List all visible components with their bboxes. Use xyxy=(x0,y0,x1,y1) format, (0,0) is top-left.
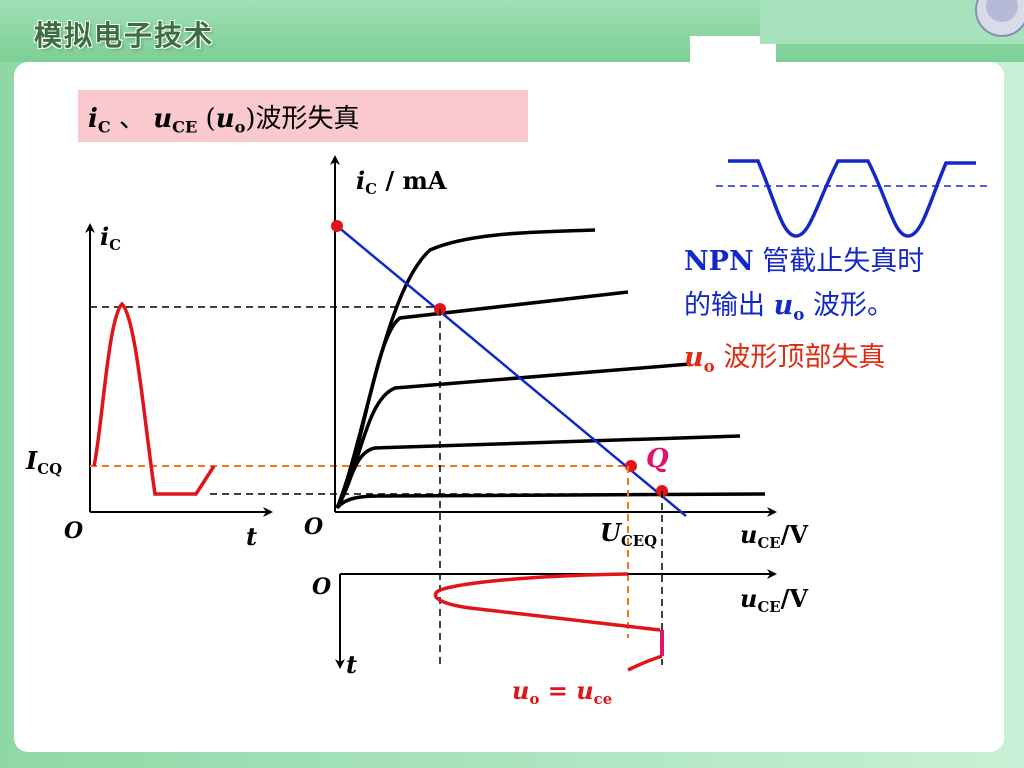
uo-waveform-tail xyxy=(627,654,663,672)
clipped-output-wave xyxy=(716,159,990,238)
load-line xyxy=(336,225,687,517)
q-point xyxy=(625,460,637,472)
load-line-top-point xyxy=(331,220,343,232)
main-x-axis-label: uCE/V xyxy=(740,520,809,553)
characteristic-curve-1 xyxy=(335,492,766,510)
q-point-label: Q xyxy=(646,444,669,474)
wave-clipped xyxy=(728,159,976,238)
main-output-characteristics xyxy=(330,155,777,665)
uo-waveform xyxy=(433,572,661,632)
bottom-t-axis-label: t xyxy=(346,650,358,679)
description-line-2: 的输出 uo 波形。 xyxy=(684,290,894,324)
characteristic-curve-3 xyxy=(335,362,691,509)
main-y-axis-label: iC / mA xyxy=(356,166,447,199)
left-x-axis-label: t xyxy=(246,522,258,551)
slide-title-box: iC 、 uCE (uo)波形失真 xyxy=(78,90,528,142)
left-y-axis-label: iC xyxy=(100,222,121,255)
course-title: 模拟电子技术 xyxy=(34,19,215,52)
bottom-origin-label: O xyxy=(312,574,332,600)
ic-waveform xyxy=(92,301,216,496)
description-line-3: uo 波形顶部失真 xyxy=(684,341,886,376)
description-line-1: NPN 管截止失真时 xyxy=(684,246,925,277)
uo-formula: uo = uce xyxy=(512,676,613,709)
characteristic-curve-5 xyxy=(335,228,596,509)
slide-title: iC 、 uCE (uo)波形失真 xyxy=(88,104,360,137)
description-text: NPN 管截止失真时 的输出 uo 波形。 uo 波形顶部失真 xyxy=(684,240,1004,388)
left-ic-time-graph xyxy=(85,223,662,517)
uceq-label: UCEQ xyxy=(600,518,658,551)
icq-label: ICQ xyxy=(26,446,63,479)
bottom-x-axis-label: uCE/V xyxy=(740,584,809,617)
left-origin-label: O xyxy=(64,518,84,544)
main-origin-label: O xyxy=(304,514,324,540)
bottom-uce-time-graph xyxy=(335,569,777,672)
